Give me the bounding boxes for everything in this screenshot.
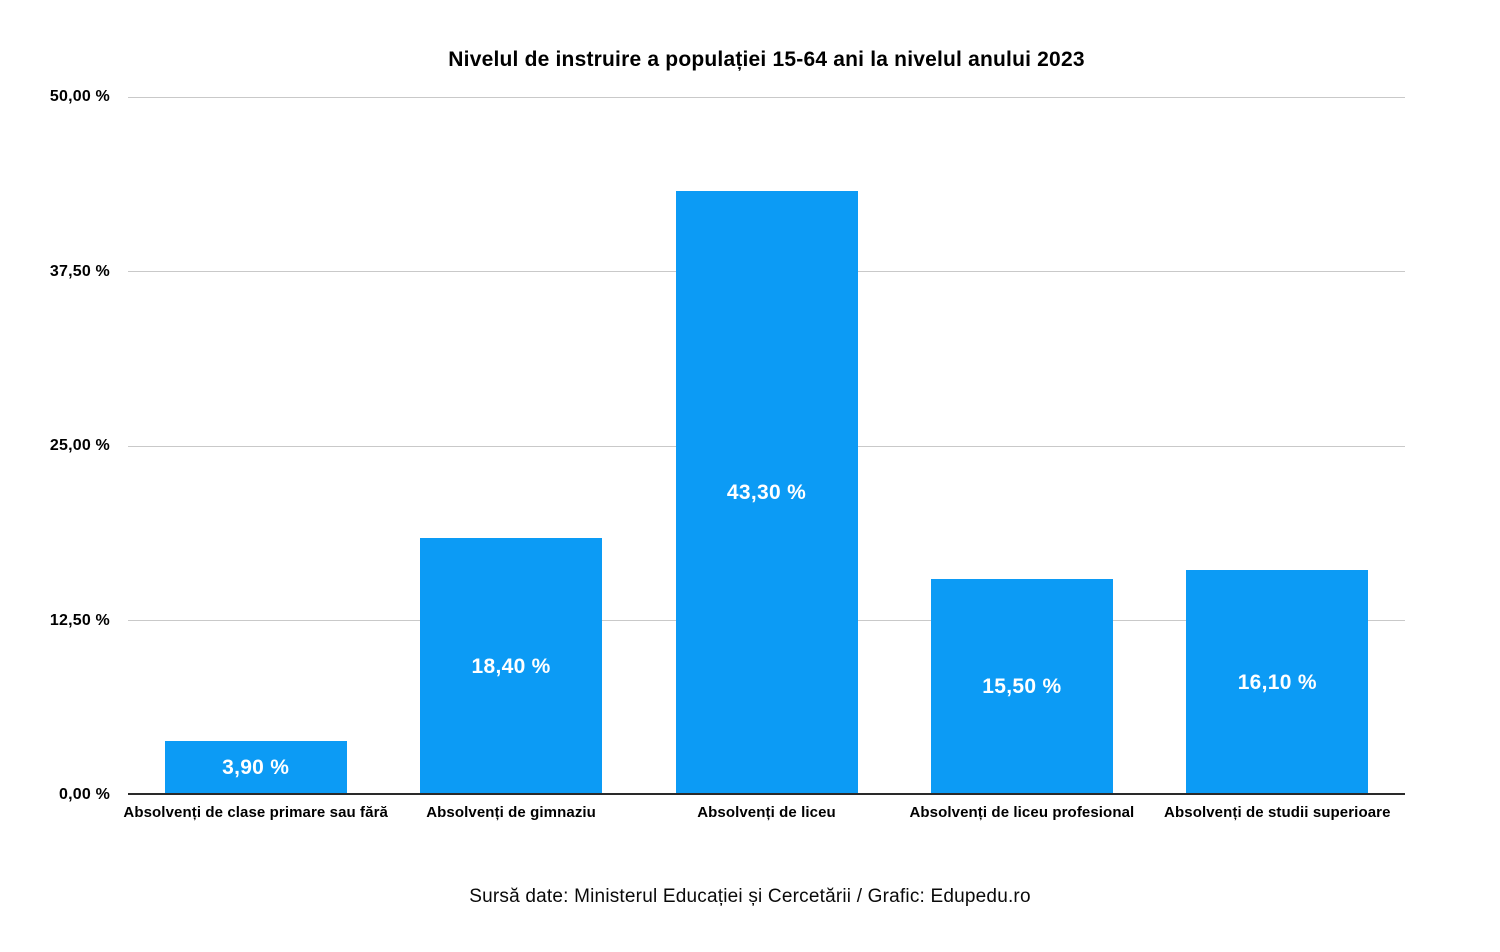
- chart-title: Nivelul de instruire a populației 15-64 …: [448, 48, 1085, 71]
- y-tick-label: 12,50 %: [49, 611, 110, 629]
- bar: 18,40 %: [420, 538, 603, 795]
- bar-value-label: 15,50 %: [982, 674, 1062, 698]
- source-caption: Sursă date: Ministerul Educației și Cerc…: [469, 886, 1031, 907]
- bar-value-label: 3,90 %: [222, 755, 290, 779]
- plot-area: 3,90 % 18,40 % 43,30 % 15,50 % 16,10 %: [128, 96, 1405, 795]
- x-category-label: Absolvenți de liceu profesional: [909, 804, 1135, 821]
- y-tick-label: 37,50 %: [49, 262, 110, 280]
- y-tick-label: 25,00 %: [49, 437, 110, 454]
- bar: 16,10 %: [1186, 570, 1369, 795]
- gridline: [128, 96, 1405, 98]
- bar: 43,30 %: [675, 190, 858, 795]
- bar: 3,90 %: [164, 740, 347, 795]
- x-axis-line: [128, 793, 1405, 795]
- bar-value-label: 43,30 %: [726, 480, 807, 504]
- y-tick-label: 50,00 %: [49, 88, 110, 105]
- x-category-label: Absolvenți de studii superioare: [1164, 804, 1391, 821]
- y-tick-label: 0,00 %: [58, 786, 110, 803]
- bar-value-label: 16,10 %: [1237, 670, 1317, 694]
- x-category-label: Absolvenți de liceu: [697, 804, 836, 821]
- bar: 15,50 %: [930, 578, 1113, 795]
- x-category-label: Absolvenți de gimnaziu: [426, 804, 596, 821]
- bar-value-label: 18,40 %: [471, 654, 551, 678]
- x-category-label: Absolvenți de clase primare sau fără: [123, 804, 388, 821]
